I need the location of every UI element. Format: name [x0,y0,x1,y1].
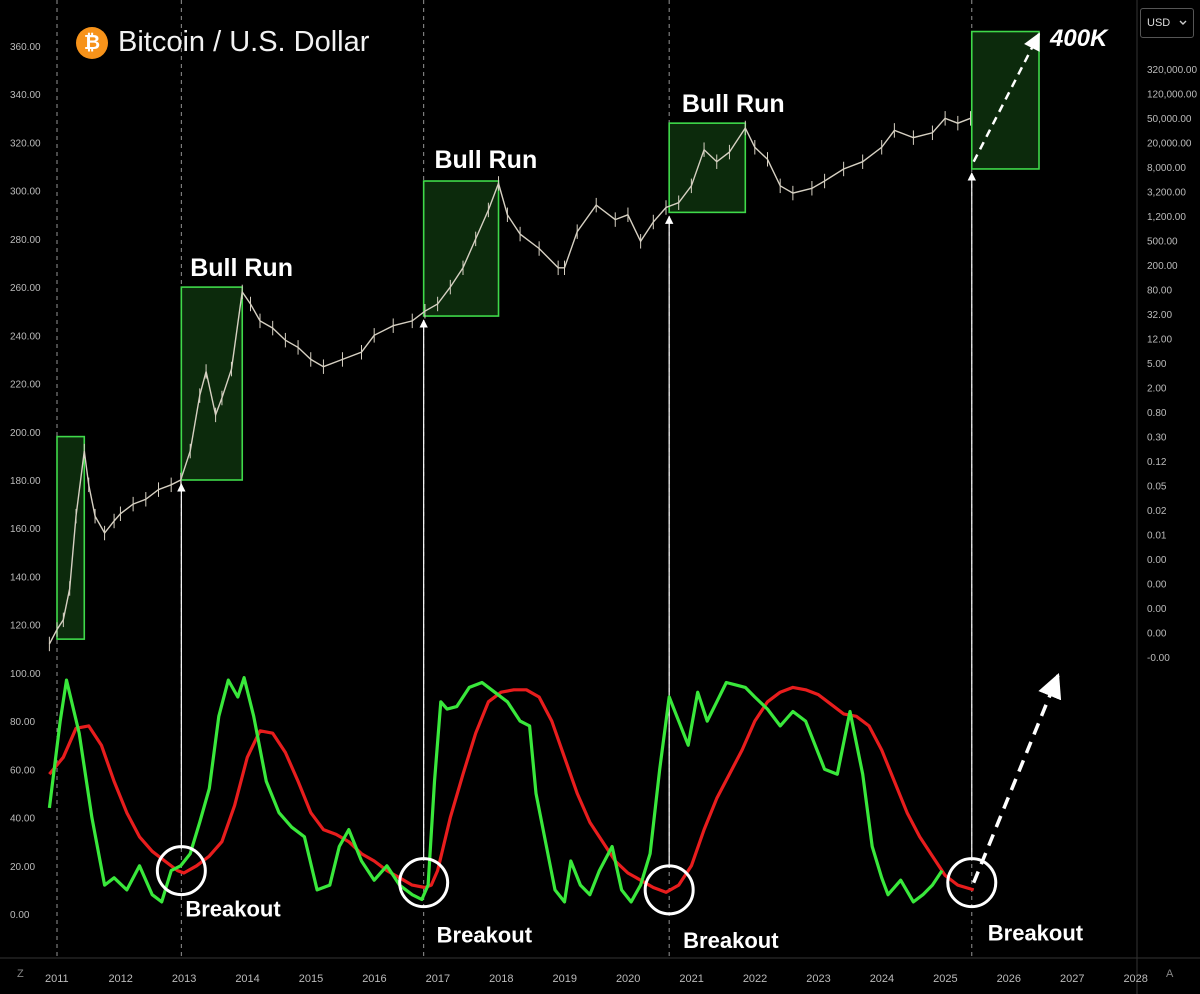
left-axis-tick-label: 180.00 [10,476,41,487]
right-axis-tick-label: 200.00 [1147,261,1178,272]
x-axis-tick-label: 2012 [108,973,132,985]
bull-run-box [668,122,747,214]
left-axis-tick-label: 240.00 [10,331,41,342]
right-axis-tick-label: 80.00 [1147,286,1172,297]
bull-run-label: Bull Run [190,254,293,282]
axis-mode-z-button[interactable]: Z [17,968,24,980]
bull-run-label: Bull Run [434,146,537,174]
right-axis-tick-label: 0.00 [1147,604,1167,615]
breakout-circle [155,845,207,897]
x-axis-tick-label: 2019 [553,973,577,985]
right-axis-tick-label: 50,000.00 [1147,114,1192,125]
breakout-label: Breakout [683,928,779,953]
chart-title-text: Bitcoin / U.S. Dollar [118,26,370,58]
x-axis-tick-label: 2022 [743,973,767,985]
right-axis-tick-label: 32.00 [1147,310,1172,321]
right-axis-tick-label: 320,000.00 [1147,65,1197,76]
signal-line-red [48,685,975,894]
right-axis-tick-label: 12.00 [1147,335,1172,346]
breakout-circle [398,857,450,909]
x-axis-tick-label: 2027 [1060,973,1084,985]
left-axis-tick-label: 220.00 [10,380,41,391]
x-axis-tick-label: 2017 [426,973,450,985]
left-axis-tick-label: 40.00 [10,814,35,825]
x-axis-tick-label: 2011 [45,973,69,985]
right-axis-tick-label: 3,200.00 [1147,188,1186,199]
right-axis-tick-label: 8,000.00 [1147,163,1186,174]
right-axis-tick-label: 0.00 [1147,555,1167,566]
bull-run-box [422,180,500,317]
right-axis-tick-label: 2.00 [1147,384,1167,395]
right-axis-tick-label: 120,000.00 [1147,90,1197,101]
projection-arrow [972,32,1041,163]
bull-run-box [56,435,86,640]
left-axis-tick-label: 120.00 [10,621,41,632]
chart-title: ₿ Bitcoin / U.S. Dollar [76,26,369,59]
breakout-circle [643,864,695,916]
x-axis-tick-label: 2024 [870,973,894,985]
currency-selector[interactable]: USD [1140,8,1194,38]
right-axis-tick-label: 0.12 [1147,457,1167,468]
right-axis-tick-label: 5.00 [1147,359,1167,370]
right-axis-tick-label: 1,200.00 [1147,212,1186,223]
left-axis-tick-label: 20.00 [10,862,35,873]
x-axis-tick-label: 2016 [362,973,386,985]
right-axis-tick-label: 0.05 [1147,482,1167,493]
left-axis-tick-label: 360.00 [10,42,41,53]
right-axis-tick-label: 0.30 [1147,433,1167,444]
bull-run-box [180,286,244,481]
left-axis-tick-label: 280.00 [10,235,41,246]
bitcoin-logo-icon: ₿ [76,26,108,59]
left-axis-tick-label: 140.00 [10,572,41,583]
breakout-label: Breakout [988,921,1084,946]
bull-run-label: Bull Run [682,90,785,118]
oscillator-line-green [47,676,944,904]
x-axis-tick-label: 2014 [235,973,259,985]
x-axis-tick-label: 2028 [1123,973,1147,985]
left-axis-tick-label: 160.00 [10,524,41,535]
target-400k-label: 400K [1049,25,1109,52]
x-axis-tick-label: 2020 [616,973,640,985]
right-axis-tick-label: 0.01 [1147,531,1167,542]
x-axis-tick-label: 2013 [172,973,196,985]
x-axis-tick-label: 2015 [299,973,323,985]
right-axis-tick-label: 500.00 [1147,237,1178,248]
axis-mode-a-button[interactable]: A [1166,968,1174,980]
breakout-label: Breakout [185,897,281,922]
right-axis-tick-label: 0.00 [1147,580,1167,591]
left-axis-tick-label: 100.00 [10,669,41,680]
right-axis-tick-label: 0.80 [1147,408,1167,419]
breakout-label: Breakout [437,923,533,948]
projection-arrow [972,673,1062,884]
left-axis-tick-label: 320.00 [10,138,41,149]
currency-label: USD [1147,17,1171,29]
x-axis-tick-label: 2023 [806,973,830,985]
right-axis-tick-label: 0.00 [1147,629,1167,640]
x-axis-tick-label: 2018 [489,973,513,985]
left-axis-tick-label: 60.00 [10,765,35,776]
left-axis-tick-label: 340.00 [10,90,41,101]
left-axis-tick-label: 300.00 [10,187,41,198]
breakout-circle [946,857,998,909]
right-axis-tick-label: 0.02 [1147,506,1167,517]
left-axis-tick-label: 200.00 [10,428,41,439]
left-axis-tick-label: 80.00 [10,717,35,728]
x-axis-tick-label: 2025 [933,973,957,985]
left-axis-tick-label: 260.00 [10,283,41,294]
chevron-down-icon [1179,20,1187,25]
right-axis-tick-label: 20,000.00 [1147,139,1192,150]
left-axis-tick-label: 0.00 [10,910,30,921]
x-axis-tick-label: 2021 [679,973,703,985]
right-axis-tick-label: -0.00 [1147,653,1170,664]
x-axis-tick-label: 2026 [997,973,1021,985]
